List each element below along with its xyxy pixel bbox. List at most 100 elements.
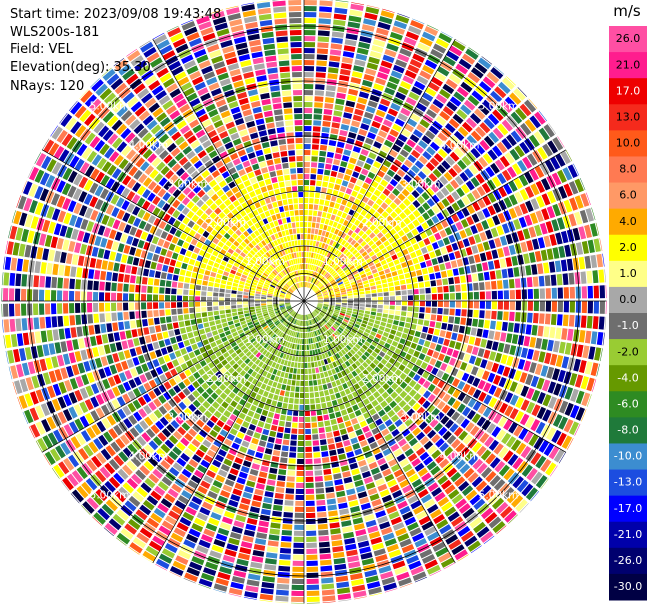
gate-cell — [382, 188, 391, 197]
gate-cell — [426, 108, 437, 119]
gate-cell — [324, 163, 332, 170]
gate-cell — [386, 215, 394, 223]
gate-cell — [397, 13, 410, 19]
gate-cell — [485, 229, 493, 240]
gate-cell — [492, 127, 504, 140]
gate-cell — [321, 256, 326, 262]
gate-cell — [307, 228, 311, 234]
gate-cell — [475, 222, 484, 232]
gate-cell — [376, 71, 389, 80]
gate-cell — [314, 272, 318, 278]
gate-cell — [477, 198, 486, 209]
gate-cell — [407, 194, 416, 203]
gate-cell — [336, 210, 343, 217]
gate-cell — [392, 188, 400, 197]
gate-cell — [451, 191, 460, 201]
gate-cell — [311, 228, 315, 234]
gate-cell — [316, 292, 322, 296]
gate-cell — [503, 197, 513, 208]
gate-cell — [407, 154, 417, 164]
gate-cell — [348, 209, 355, 216]
gate-cell — [343, 278, 349, 283]
gate-cell — [342, 51, 355, 58]
gate-cell — [396, 169, 406, 178]
gate-cell — [562, 215, 571, 229]
gate-cell — [446, 101, 458, 112]
gate-cell — [486, 217, 495, 228]
gate-cell — [353, 65, 365, 73]
gate-cell — [397, 113, 408, 122]
gate-cell — [367, 199, 375, 207]
gate-cell — [304, 113, 313, 120]
gate-cell — [312, 126, 321, 132]
gate-cell — [359, 270, 365, 276]
gate-cell — [454, 175, 464, 186]
gate-cell — [567, 164, 578, 179]
gate-cell — [364, 137, 374, 146]
gate-cell — [356, 134, 366, 142]
gate-cell — [319, 150, 327, 157]
gate-cell — [345, 260, 352, 266]
gate-cell — [415, 249, 423, 257]
gate-cell — [334, 275, 340, 280]
gate-cell — [312, 286, 317, 291]
gate-cell — [343, 206, 350, 214]
gate-cell — [441, 198, 450, 208]
gate-cell — [446, 216, 454, 226]
gate-cell — [473, 233, 482, 244]
gate-cell — [357, 237, 364, 244]
gate-cell — [335, 242, 340, 249]
gate-cell — [309, 246, 313, 252]
gate-cell — [380, 259, 387, 266]
gate-cell — [371, 254, 378, 261]
gate-cell — [386, 154, 395, 163]
gate-cell — [449, 151, 460, 162]
gate-cell — [307, 276, 309, 282]
gate-cell — [375, 198, 383, 206]
gate-cell — [494, 159, 505, 171]
gate-cell — [456, 199, 466, 209]
gate-cell — [304, 78, 314, 84]
gate-cell — [309, 283, 312, 289]
gate-cell — [314, 198, 320, 205]
gate-cell — [313, 120, 322, 126]
gate-cell — [530, 198, 540, 210]
gate-cell — [325, 157, 333, 164]
gate-cell — [373, 141, 382, 149]
gate-cell — [307, 264, 310, 270]
gate-cell — [407, 25, 422, 35]
gate-cell — [517, 230, 525, 241]
gate-cell — [304, 0, 317, 6]
gate-cell — [318, 12, 332, 19]
gate-cell — [486, 71, 500, 84]
gate-cell — [451, 202, 460, 212]
gate-cell — [334, 216, 341, 223]
gate-cell — [457, 126, 469, 137]
gate-cell — [478, 156, 488, 168]
gate-cell — [358, 128, 368, 137]
gate-cell — [324, 97, 335, 104]
gate-cell — [322, 279, 327, 284]
gate-cell — [318, 162, 325, 169]
gate-cell — [569, 197, 578, 211]
gate-cell — [313, 114, 322, 120]
gate-cell — [481, 182, 491, 194]
gate-cell — [513, 218, 522, 230]
gate-cell — [374, 33, 388, 42]
gate-cell — [404, 254, 411, 261]
gate-cell — [322, 290, 328, 294]
gate-cell — [388, 37, 401, 47]
gate-cell — [365, 157, 374, 165]
gate-cell — [455, 39, 467, 47]
gate-cell — [428, 81, 440, 92]
gate-cell — [354, 140, 364, 148]
gate-cell — [378, 150, 388, 159]
gate-cell — [449, 96, 462, 107]
gate-cell — [487, 192, 497, 203]
gate-cell — [503, 183, 513, 195]
gate-cell — [304, 24, 316, 30]
gate-cell — [522, 228, 531, 240]
gate-cell — [423, 253, 431, 261]
gate-cell — [340, 62, 352, 70]
gate-cell — [304, 233, 307, 240]
